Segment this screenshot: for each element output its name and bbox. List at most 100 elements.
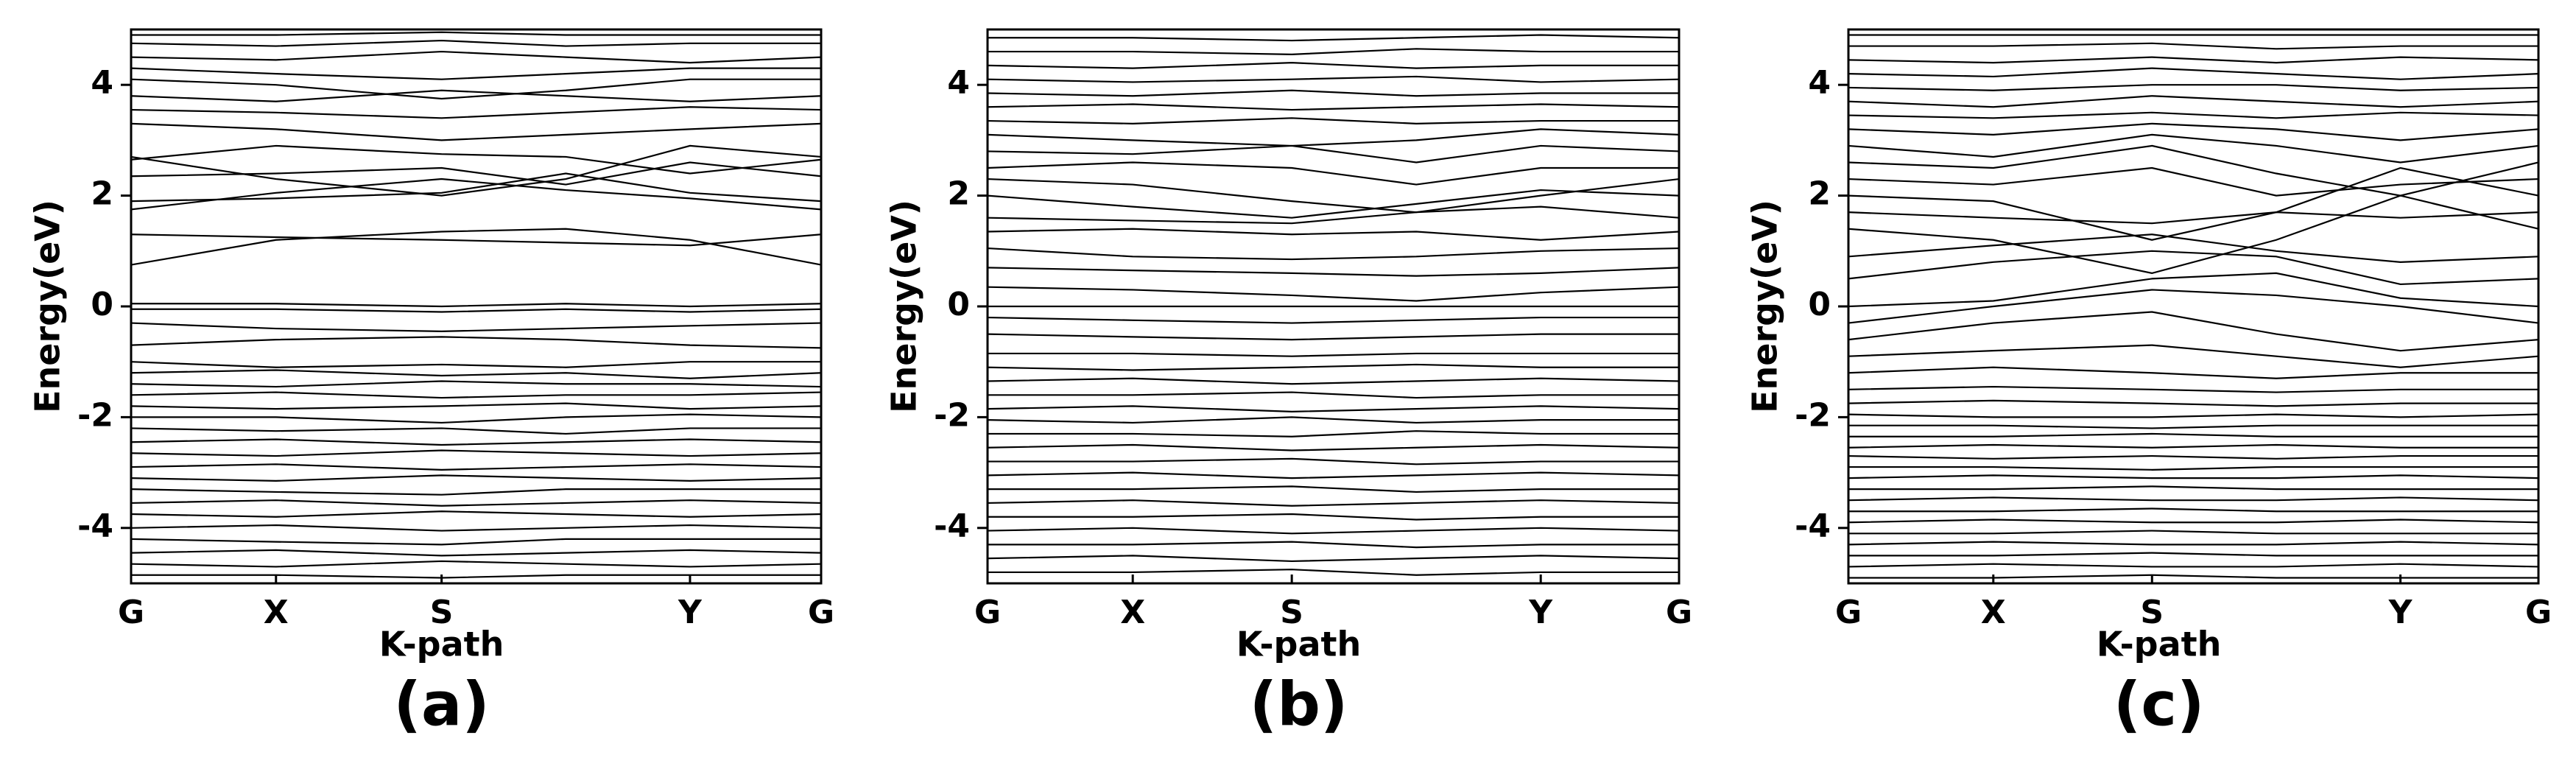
band-line (987, 443, 1680, 451)
band-line (987, 363, 1679, 371)
band-line (130, 488, 821, 496)
y-axis-label: Energy(eV) (28, 200, 68, 413)
band-line (130, 50, 822, 64)
y-tick-label: -4 (77, 507, 113, 545)
band-line (130, 499, 822, 507)
band-line (1848, 211, 2539, 225)
band-line (1848, 541, 2539, 546)
band-line (1848, 443, 2538, 449)
band-line (987, 405, 1680, 412)
band-line (987, 416, 1679, 424)
x-tick-label: Y (2388, 594, 2413, 631)
y-tick-label: 2 (947, 175, 970, 213)
band-line (988, 352, 1679, 357)
band-line (1848, 95, 2539, 108)
band-line (1848, 399, 2538, 407)
band-line (130, 122, 822, 141)
band-line (1848, 194, 2539, 275)
band-line (988, 513, 1679, 521)
y-tick-label: 4 (91, 64, 113, 102)
band-line (987, 75, 1680, 83)
band-line (131, 574, 821, 579)
x-tick-label: X (1981, 594, 2006, 631)
band-line (130, 336, 822, 349)
band-line (131, 303, 822, 308)
band-line (1848, 413, 2539, 418)
band-line (987, 316, 1679, 324)
x-tick-label: S (2140, 594, 2164, 631)
band-line (1848, 67, 2539, 80)
band-line (131, 31, 821, 36)
x-axis-label: K-path (379, 625, 504, 664)
band-line (987, 103, 1680, 111)
band-line (1848, 311, 2539, 352)
y-axis-label: Energy(eV) (884, 200, 924, 413)
band-line (987, 228, 1680, 241)
band-line (1848, 574, 2538, 579)
x-tick-label: S (1280, 594, 1303, 631)
y-tick-label: 2 (91, 175, 113, 213)
band-line (130, 161, 822, 186)
band-line (987, 144, 1680, 164)
band-line (988, 485, 1679, 493)
band-line (130, 228, 822, 266)
y-tick-label: -2 (77, 396, 113, 434)
band-line (988, 391, 1679, 399)
band-line (1848, 485, 2538, 491)
band-line (130, 322, 822, 332)
band-line (1848, 166, 2539, 241)
y-tick-label: 0 (91, 286, 113, 323)
x-tick-label: G (1666, 594, 1692, 631)
band-line (1848, 474, 2539, 479)
band-line (987, 247, 1680, 261)
band-line (987, 286, 1680, 302)
band-line (130, 106, 822, 119)
band-line (130, 438, 822, 446)
band-line (987, 377, 1680, 385)
band-line (1848, 432, 2538, 438)
band-line (130, 524, 822, 532)
band-line (987, 161, 1679, 186)
y-tick-label: -4 (934, 507, 970, 545)
x-tick-label: X (264, 594, 289, 631)
x-tick-label: G (2525, 594, 2552, 631)
band-line (130, 474, 822, 482)
x-axis-label: K-path (1236, 625, 1361, 664)
band-line (130, 402, 822, 410)
y-tick-label: -2 (934, 396, 970, 434)
band-line (131, 308, 822, 313)
panel-caption: (c) (2114, 670, 2205, 739)
band-line (130, 144, 822, 197)
band-line (130, 67, 821, 80)
band-line (130, 369, 822, 379)
band-line (1848, 111, 2539, 119)
band-line (130, 427, 821, 435)
band-line (987, 178, 1680, 214)
band-line (987, 128, 1680, 147)
band-line (131, 413, 822, 424)
y-tick-label: 2 (1808, 175, 1831, 213)
band-line (130, 391, 822, 399)
band-line (1848, 385, 2538, 393)
y-tick-label: -4 (1795, 507, 1831, 545)
band-line (130, 549, 822, 557)
y-axis-label: Energy(eV) (1745, 200, 1785, 413)
band-line (1848, 233, 2539, 263)
band-line (130, 380, 822, 388)
band-line (130, 78, 821, 100)
band-line (1848, 56, 2539, 64)
band-line (988, 541, 1679, 549)
band-line (987, 527, 1680, 535)
band-line (1848, 84, 2539, 91)
band-line (130, 449, 822, 457)
band-line (1848, 42, 2538, 50)
band-line (1848, 122, 2539, 141)
band-line (987, 205, 1680, 225)
band-line (988, 569, 1679, 576)
band-line (130, 361, 821, 368)
band-line (987, 267, 1680, 277)
x-tick-label: G (974, 594, 1001, 631)
band-line (130, 233, 822, 247)
